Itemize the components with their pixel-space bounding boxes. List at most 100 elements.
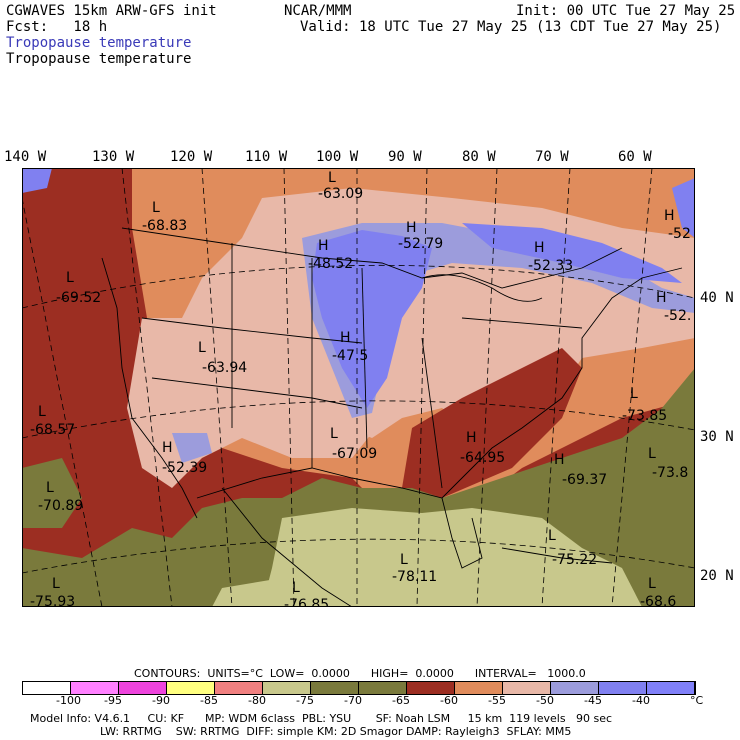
colorbar-tick-label: -60 — [440, 694, 458, 707]
field-region-blue — [22, 168, 52, 193]
extremum-value: -52.33 — [528, 258, 573, 274]
colorbar-swatch — [263, 682, 311, 694]
lon-label: 100 W — [316, 149, 359, 165]
lon-label: 60 W — [618, 149, 652, 165]
longitude-line — [541, 168, 571, 607]
extremum-letter: L — [152, 200, 160, 216]
extremum-value: -63.09 — [318, 186, 363, 202]
field-region-dark-red — [402, 348, 582, 498]
coastline — [196, 267, 683, 499]
colorbar-swatch — [23, 682, 71, 694]
extremum-letter: L — [328, 170, 336, 186]
extremum-letter: H — [656, 290, 667, 306]
state-border — [151, 377, 363, 409]
model-title: CGWAVES 15km ARW-GFS init — [6, 3, 217, 19]
colorbar — [22, 681, 696, 695]
lon-label: 90 W — [388, 149, 422, 165]
colorbar-swatch — [551, 682, 599, 694]
extremum-value: -70.89 — [38, 498, 83, 514]
model-info-line1: Model Info: V4.6.1 CU: KF MP: WDM 6class… — [30, 712, 613, 725]
colorbar-swatch — [647, 682, 695, 694]
extremum-letter: H — [318, 238, 329, 254]
colorbar-swatch — [599, 682, 647, 694]
lon-label: 140 W — [4, 149, 47, 165]
state-border — [421, 337, 443, 489]
colorbar-swatch — [455, 682, 503, 694]
longitude-line — [476, 168, 498, 607]
colorbar-tick-label: -70 — [344, 694, 362, 707]
colorbar-swatch — [311, 682, 359, 694]
tropopause-temperature-map: L -63.09 L -68.83 H -52.79 H -48.52 H -5… — [22, 168, 695, 607]
extremum-value: -64.95 — [460, 450, 505, 466]
extremum-letter: H — [664, 208, 675, 224]
coastline — [441, 497, 483, 569]
colorbar-tick-label: -90 — [152, 694, 170, 707]
colorbar-tick-label: -85 — [200, 694, 218, 707]
extremum-value: -68.57 — [30, 422, 75, 438]
extremum-value: -52. — [664, 308, 691, 324]
extremum-letter: H — [340, 330, 351, 346]
extremum-letter: L — [548, 528, 556, 544]
extremum-value: -69.37 — [562, 472, 607, 488]
colorbar-tick-label: -100 — [56, 694, 81, 707]
valid-time: Valid: 18 UTC Tue 27 May 25 (13 CDT Tue … — [300, 19, 722, 35]
extremum-letter: L — [330, 426, 338, 442]
extremum-value: -47.5 — [332, 348, 368, 364]
contour-info: CONTOURS: UNITS=°C LOW= 0.0000 HIGH= 0.0… — [134, 667, 586, 680]
extremum-value: -48.52 — [308, 256, 353, 272]
extremum-value: -67.09 — [332, 446, 377, 462]
field-name-primary: Tropopause temperature — [6, 35, 192, 51]
colorbar-swatch — [71, 682, 119, 694]
extremum-letter: H — [406, 220, 417, 236]
extremum-value: -73.8 — [652, 465, 688, 481]
field-region-blue — [172, 433, 212, 463]
extremum-value: -68.6 — [640, 594, 676, 607]
colorbar-unit: °C — [690, 694, 704, 707]
colorbar-tick-label: -45 — [584, 694, 602, 707]
colorbar-swatch — [167, 682, 215, 694]
extremum-letter: L — [52, 576, 60, 592]
extremum-value: -68.83 — [142, 218, 187, 234]
init-time: Init: 00 UTC Tue 27 May 25 — [516, 3, 736, 19]
latitude-line — [22, 538, 695, 574]
colorbar-tick-label: -40 — [632, 694, 650, 707]
extremum-value: -63.94 — [202, 360, 247, 376]
lon-label: 110 W — [245, 149, 288, 165]
field-region-blue — [462, 223, 682, 283]
field-name-secondary: Tropopause temperature — [6, 51, 192, 67]
extremum-value: -75.93 — [30, 594, 75, 607]
state-border — [141, 317, 363, 344]
extremum-letter: L — [648, 576, 656, 592]
field-region-khaki — [212, 578, 292, 607]
colorbar-tick-label: -95 — [104, 694, 122, 707]
colorbar-swatch — [407, 682, 455, 694]
lat-label: 30 N — [700, 429, 734, 445]
latitude-line — [22, 264, 695, 309]
longitude-line — [121, 168, 173, 607]
extremum-letter: H — [162, 440, 173, 456]
extremum-letter: H — [534, 240, 545, 256]
colorbar-tick-label: -50 — [536, 694, 554, 707]
map-frame — [22, 168, 695, 607]
extremum-letter: H — [554, 452, 565, 468]
longitude-line — [611, 168, 653, 607]
extremum-letter: L — [648, 446, 656, 462]
longitude-line — [416, 168, 428, 607]
colorbar-tick-label: -75 — [296, 694, 314, 707]
model-info-line2: LW: RRTMG SW: RRTMG DIFF: simple KM: 2D … — [100, 725, 572, 738]
coastline — [101, 257, 198, 519]
colorbar-swatch — [359, 682, 407, 694]
lake — [421, 274, 543, 302]
state-border — [361, 267, 368, 449]
colorbar-tick-label: -55 — [488, 694, 506, 707]
extremum-letter: L — [400, 552, 408, 568]
state-border — [461, 317, 583, 329]
organization: NCAR/MMM — [284, 3, 352, 19]
lon-label: 70 W — [535, 149, 569, 165]
colorbar-tick-label: -65 — [392, 694, 410, 707]
extremum-value: -76.85 — [284, 597, 329, 607]
extremum-letter: L — [198, 340, 206, 356]
lat-label: 40 N — [700, 290, 734, 306]
forecast-hour: Fcst: 18 h — [6, 19, 108, 35]
lon-label: 120 W — [170, 149, 213, 165]
